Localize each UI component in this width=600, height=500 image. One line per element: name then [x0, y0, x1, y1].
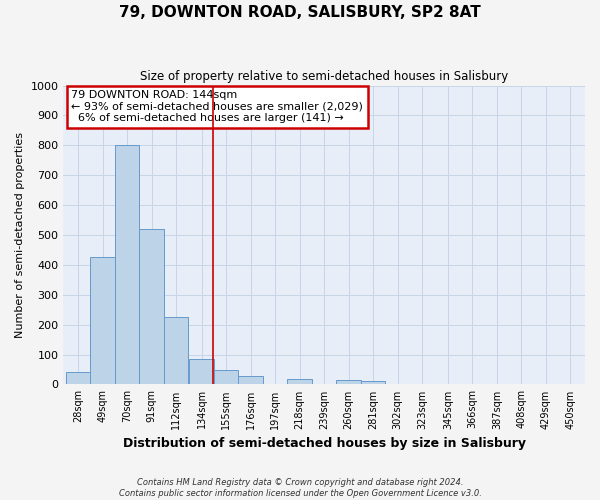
Bar: [139, 229, 164, 384]
Bar: [190, 359, 214, 384]
Bar: [115, 146, 139, 384]
Bar: [337, 380, 361, 384]
X-axis label: Distribution of semi-detached houses by size in Salisbury: Distribution of semi-detached houses by …: [123, 437, 526, 450]
Bar: [361, 381, 385, 384]
Bar: [287, 379, 312, 384]
Text: Contains HM Land Registry data © Crown copyright and database right 2024.
Contai: Contains HM Land Registry data © Crown c…: [119, 478, 481, 498]
Bar: [214, 370, 238, 384]
Text: 79, DOWNTON ROAD, SALISBURY, SP2 8AT: 79, DOWNTON ROAD, SALISBURY, SP2 8AT: [119, 5, 481, 20]
Bar: [66, 372, 91, 384]
Text: 79 DOWNTON ROAD: 144sqm
← 93% of semi-detached houses are smaller (2,029)
  6% o: 79 DOWNTON ROAD: 144sqm ← 93% of semi-de…: [71, 90, 363, 123]
Bar: [164, 317, 188, 384]
Y-axis label: Number of semi-detached properties: Number of semi-detached properties: [15, 132, 25, 338]
Bar: [238, 376, 263, 384]
Title: Size of property relative to semi-detached houses in Salisbury: Size of property relative to semi-detach…: [140, 70, 508, 83]
Bar: [91, 258, 115, 384]
